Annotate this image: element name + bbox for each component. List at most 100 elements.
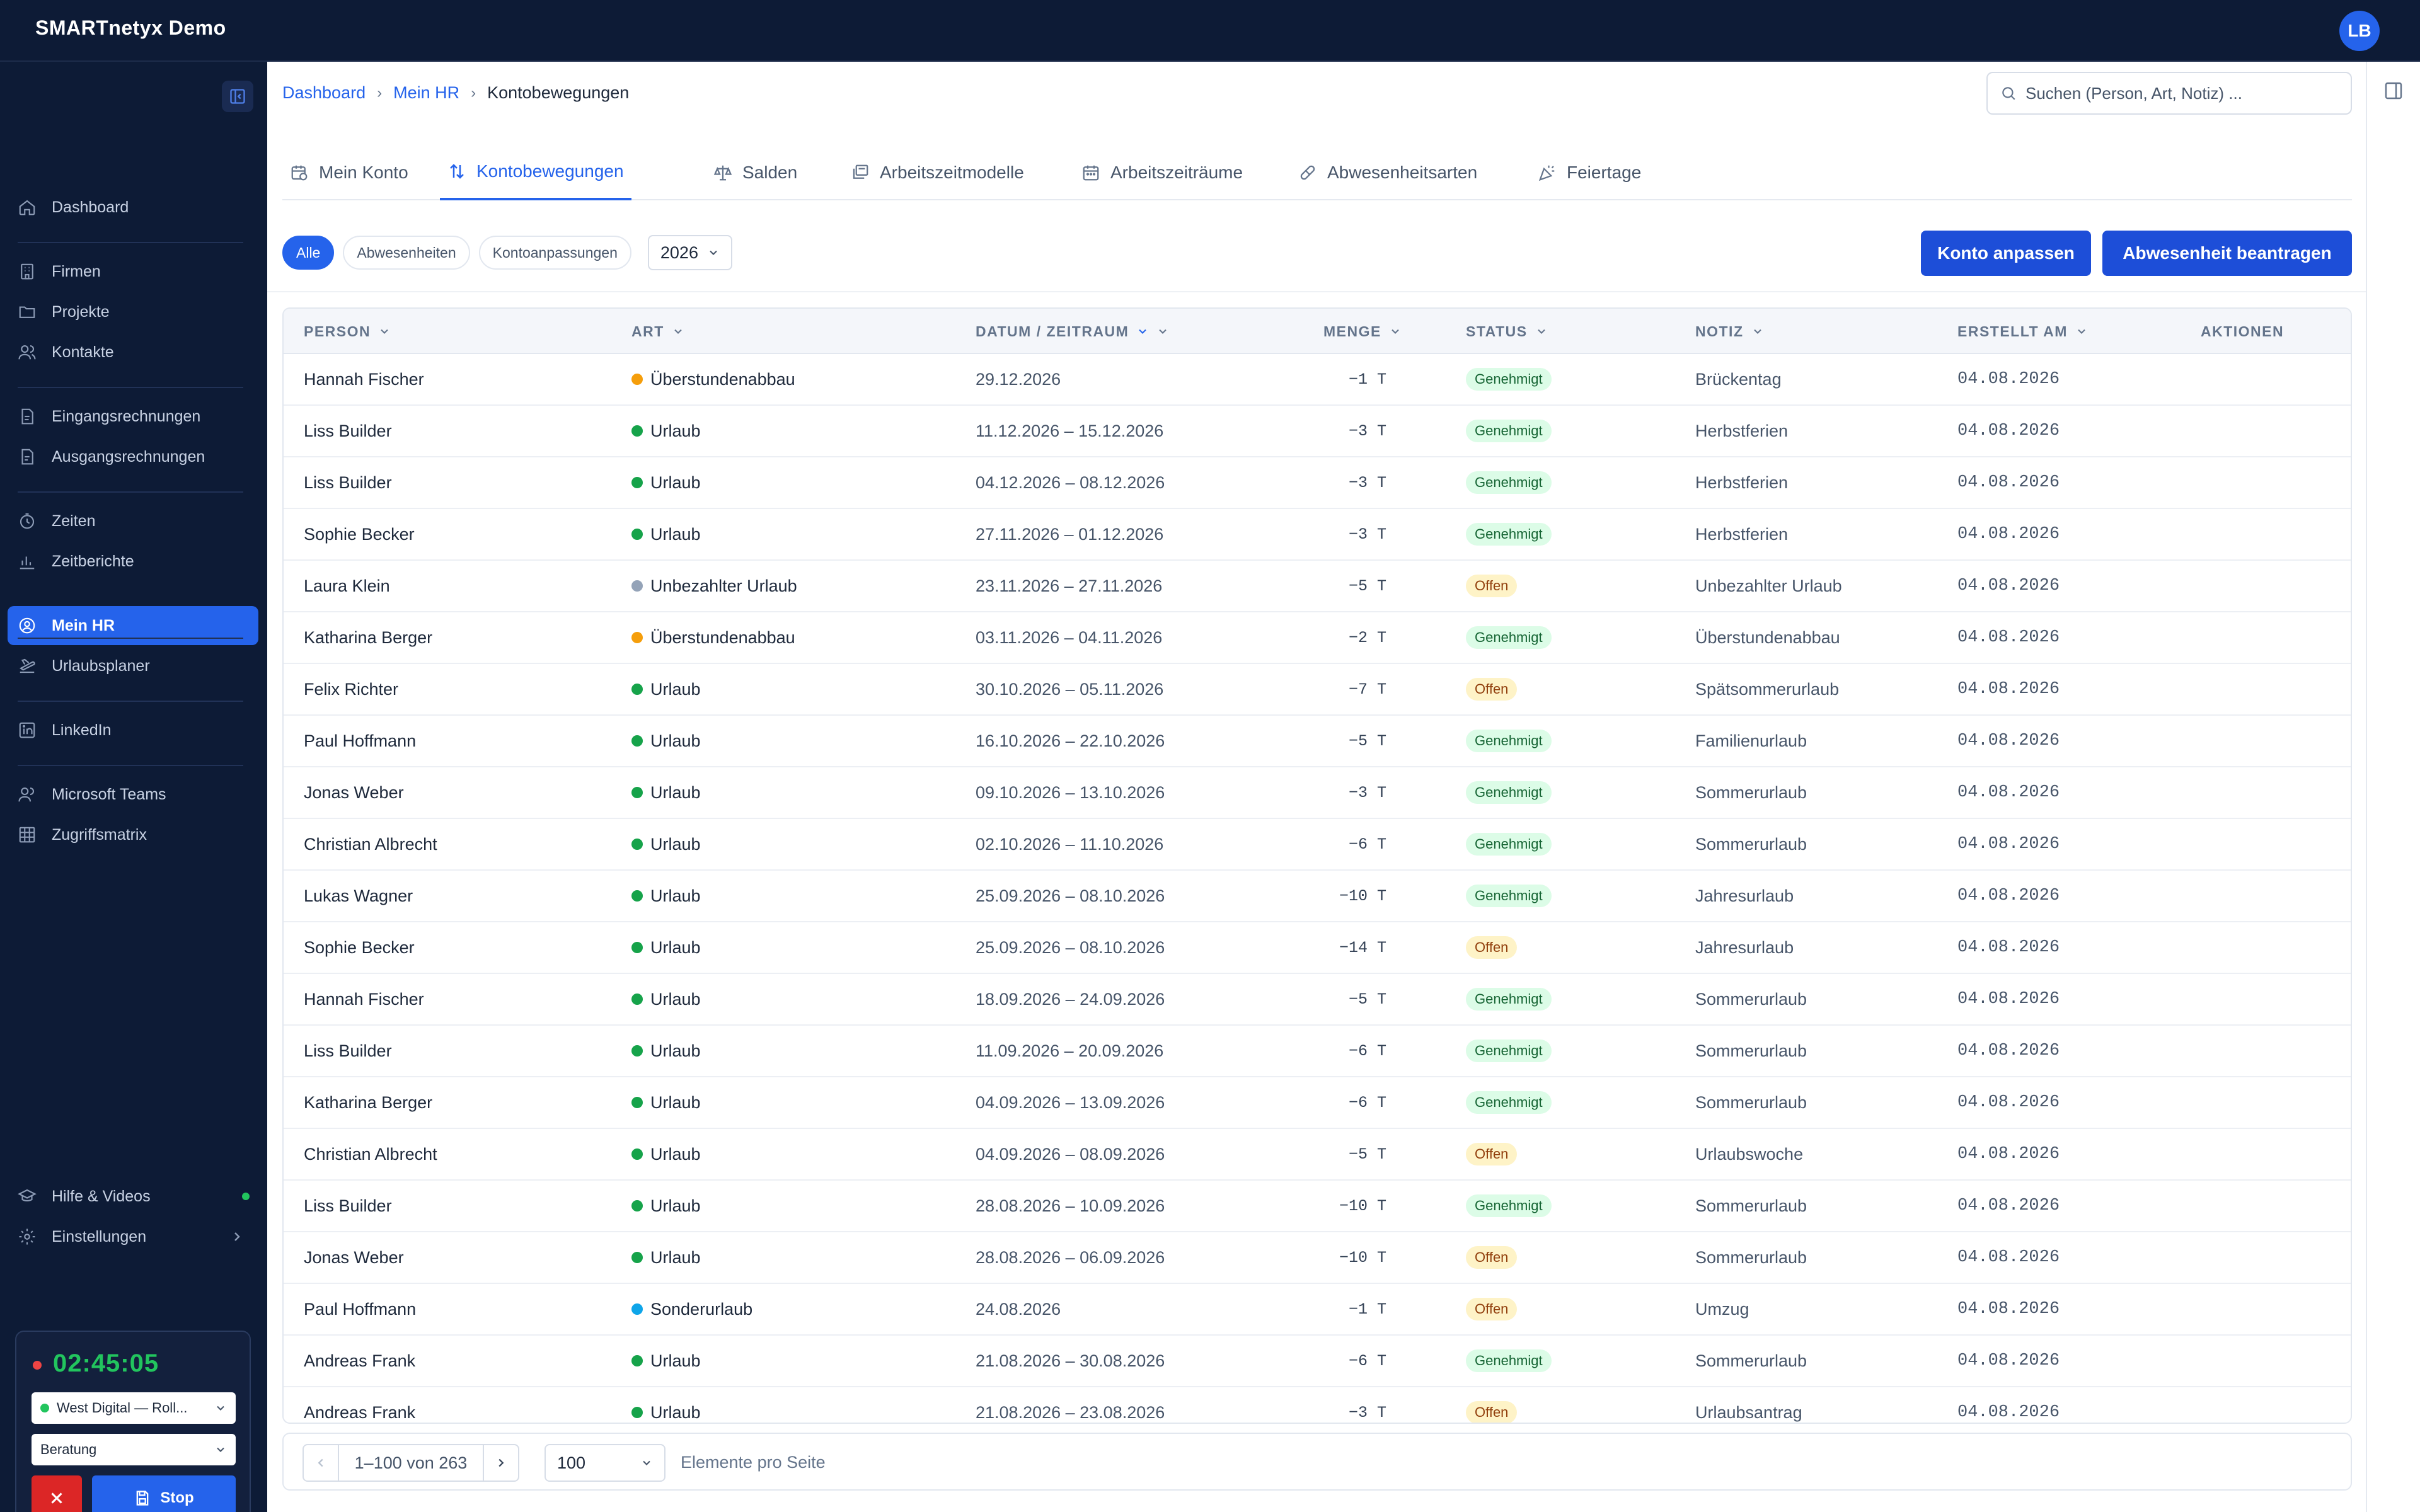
cell-menge: −5 T [1348, 1145, 1386, 1164]
table-row[interactable]: Liss Builder Urlaub 11.09.2026 – 20.09.202… [284, 1026, 2351, 1077]
search-input[interactable] [2025, 83, 2328, 103]
sidebar-item-firmen[interactable]: Firmen [8, 252, 258, 291]
cell-person: Andreas Frank [304, 1402, 416, 1422]
tab-salden[interactable]: Salden [706, 145, 805, 200]
table-row[interactable]: Felix Richter Urlaub 30.10.2026 – 05.11.20… [284, 664, 2351, 716]
sidebar-collapse-button[interactable] [222, 81, 253, 112]
column-header-menge[interactable]: MENGE [1323, 309, 1402, 354]
user-circle-icon [19, 617, 35, 634]
table-row[interactable]: Sophie Becker Urlaub 27.11.2026 – 01.12.20… [284, 509, 2351, 561]
sidebar-item-projekte[interactable]: Projekte [8, 292, 258, 331]
cell-created: 04.08.2026 [1957, 1300, 2060, 1319]
column-header-note[interactable]: NOTIZ [1695, 309, 1764, 354]
table-row[interactable]: Hannah Fischer Überstundenabbau 29.12.2026… [284, 354, 2351, 406]
table-row[interactable]: Jonas Weber Urlaub 09.10.2026 – 13.10.2026… [284, 767, 2351, 819]
header-label: DATUM / ZEITRAUM [976, 323, 1129, 340]
cell-created: 04.08.2026 [1957, 473, 2060, 492]
table-row[interactable]: Lukas Wagner Urlaub 25.09.2026 – 08.10.202… [284, 871, 2351, 922]
breadcrumb-mein-hr[interactable]: Mein HR [393, 83, 460, 102]
adjust-account-button[interactable]: Konto anpassen [1921, 231, 2091, 276]
sidebar-item-dashboard[interactable]: Dashboard [8, 188, 258, 227]
cell-menge: −14 T [1339, 938, 1386, 957]
table-row[interactable]: Paul Hoffmann Urlaub 16.10.2026 – 22.10.20… [284, 716, 2351, 767]
breadcrumb-dashboard[interactable]: Dashboard [282, 83, 366, 102]
table-row[interactable]: Liss Builder Urlaub 28.08.2026 – 10.09.202… [284, 1181, 2351, 1232]
timer-stop-button[interactable]: Stop [92, 1475, 236, 1512]
table-row[interactable]: Andreas Frank Urlaub 21.08.2026 – 30.08.20… [284, 1336, 2351, 1387]
tab-feiertage[interactable]: Feiertage [1530, 145, 1649, 200]
per-page-select[interactable]: 100 [544, 1444, 666, 1482]
cell-person: Christian Albrecht [304, 834, 437, 854]
tab-label: Arbeitszeiträume [1110, 163, 1243, 182]
sidebar-item-microsoft-teams[interactable]: Microsoft Teams [8, 775, 258, 814]
sidebar-item-zeitberichte[interactable]: Zeitberichte [8, 542, 258, 581]
year-value: 2026 [660, 243, 698, 262]
status-badge: Genehmigt [1466, 988, 1552, 1011]
cell-status: Offen [1466, 1129, 1518, 1179]
cell-created: 04.08.2026 [1957, 1041, 2060, 1060]
cell-created: 04.08.2026 [1957, 1093, 2060, 1112]
chevron-down-icon [643, 1460, 650, 1465]
request-absence-button[interactable]: Abwesenheit beantragen [2102, 231, 2352, 276]
sidebar-item-kontakte[interactable]: Kontakte [8, 333, 258, 372]
user-avatar[interactable]: LB [2339, 11, 2380, 51]
cell-note: Umzug [1695, 1299, 1749, 1319]
sidebar-item-hilfe-videos[interactable]: Hilfe & Videos [8, 1177, 258, 1216]
table-row[interactable]: Liss Builder Urlaub 11.12.2026 – 15.12.202… [284, 406, 2351, 457]
sidebar-item-zugriffsmatrix[interactable]: Zugriffsmatrix [8, 815, 258, 854]
table-row[interactable]: Andreas Frank Urlaub 21.08.2026 – 23.08.20… [284, 1387, 2351, 1423]
panel-toggle-icon[interactable] [2383, 81, 2404, 101]
timer-project-select[interactable]: West Digital — Roll... [32, 1392, 236, 1424]
sidebar-item-mein-hr[interactable]: Mein HR [8, 606, 258, 645]
timer-discard-button[interactable] [32, 1475, 82, 1512]
table-row[interactable]: Katharina Berger Überstundenabbau 03.11.20… [284, 612, 2351, 664]
tab-mein-konto[interactable]: Mein Konto [282, 145, 416, 200]
home-icon [19, 200, 35, 215]
time-tracker-widget: 02:45:05 West Digital — Roll... Beratung… [15, 1331, 251, 1512]
filter-chip-alle[interactable]: Alle [282, 236, 335, 270]
year-select[interactable]: 2026 [647, 235, 732, 270]
cell-note: Sommerurlaub [1695, 1092, 1807, 1112]
column-header-date[interactable]: DATUM / ZEITRAUM [976, 309, 1169, 354]
tab-abwesenheitsarten[interactable]: Abwesenheitsarten [1291, 145, 1485, 200]
cell-menge: −5 T [1348, 576, 1386, 595]
table-row[interactable]: Paul Hoffmann Sonderurlaub 24.08.2026 −1 T O… [284, 1284, 2351, 1336]
column-header-status[interactable]: STATUS [1466, 309, 1548, 354]
cell-status: Offen [1466, 664, 1518, 714]
sidebar-item-ausgangsrechnungen[interactable]: Ausgangsrechnungen [8, 437, 258, 476]
filter-chip-abwesenheiten[interactable]: Abwesenheiten [343, 236, 470, 270]
sidebar-item-einstellungen[interactable]: Einstellungen [8, 1217, 258, 1256]
header-label: STATUS [1466, 323, 1528, 340]
cell-art-label: Urlaub [650, 1247, 701, 1267]
table-row[interactable]: Christian Albrecht Urlaub 04.09.2026 – 08.… [284, 1129, 2351, 1181]
tab-kontobewegungen[interactable]: Kontobewegungen [440, 145, 631, 200]
sidebar-item-linkedin[interactable]: LinkedIn [8, 711, 258, 750]
column-header-person[interactable]: PERSON [304, 309, 391, 354]
cell-status: Genehmigt [1466, 1026, 1552, 1076]
sidebar-item-eingangsrechnungen[interactable]: Eingangsrechnungen [8, 397, 258, 436]
table-row[interactable]: Hannah Fischer Urlaub 18.09.2026 – 24.09.2… [284, 974, 2351, 1026]
sidebar-item-zeiten[interactable]: Zeiten [8, 501, 258, 541]
tab-arbeitszeitraeume[interactable]: Arbeitszeiträume [1074, 145, 1250, 200]
invoice-out-icon [21, 449, 33, 465]
cell-art-label: Urlaub [650, 989, 701, 1009]
table-row[interactable]: Katharina Berger Urlaub 04.09.2026 – 13.09… [284, 1077, 2351, 1129]
column-header-art[interactable]: ART [631, 309, 684, 354]
timer-activity-select[interactable]: Beratung [32, 1434, 236, 1465]
cell-note: Unbezahlter Urlaub [1695, 576, 1842, 595]
filter-chip-kontoanpassungen[interactable]: Kontoanpassungen [478, 236, 631, 270]
clock-icon [20, 513, 35, 529]
chevron-down-icon [217, 1447, 224, 1452]
cell-date: 21.08.2026 – 23.08.2026 [976, 1402, 1165, 1422]
table-row[interactable]: Sophie Becker Urlaub 25.09.2026 – 08.10.20… [284, 922, 2351, 974]
sidebar-item-urlaubsplaner[interactable]: Urlaubsplaner [8, 646, 258, 685]
previous-page-button[interactable] [304, 1445, 338, 1480]
status-badge: Genehmigt [1466, 471, 1552, 494]
tab-arbeitszeitmodelle[interactable]: Arbeitszeitmodelle [843, 145, 1032, 200]
column-header-created[interactable]: ERSTELLT AM [1957, 309, 2088, 354]
table-row[interactable]: Jonas Weber Urlaub 28.08.2026 – 06.09.2026… [284, 1232, 2351, 1284]
table-row[interactable]: Liss Builder Urlaub 04.12.2026 – 08.12.202… [284, 457, 2351, 509]
next-page-button[interactable] [484, 1445, 518, 1480]
table-row[interactable]: Christian Albrecht Urlaub 02.10.2026 – 11.… [284, 819, 2351, 871]
table-row[interactable]: Laura Klein Unbezahlter Urlaub 23.11.2026 … [284, 561, 2351, 612]
